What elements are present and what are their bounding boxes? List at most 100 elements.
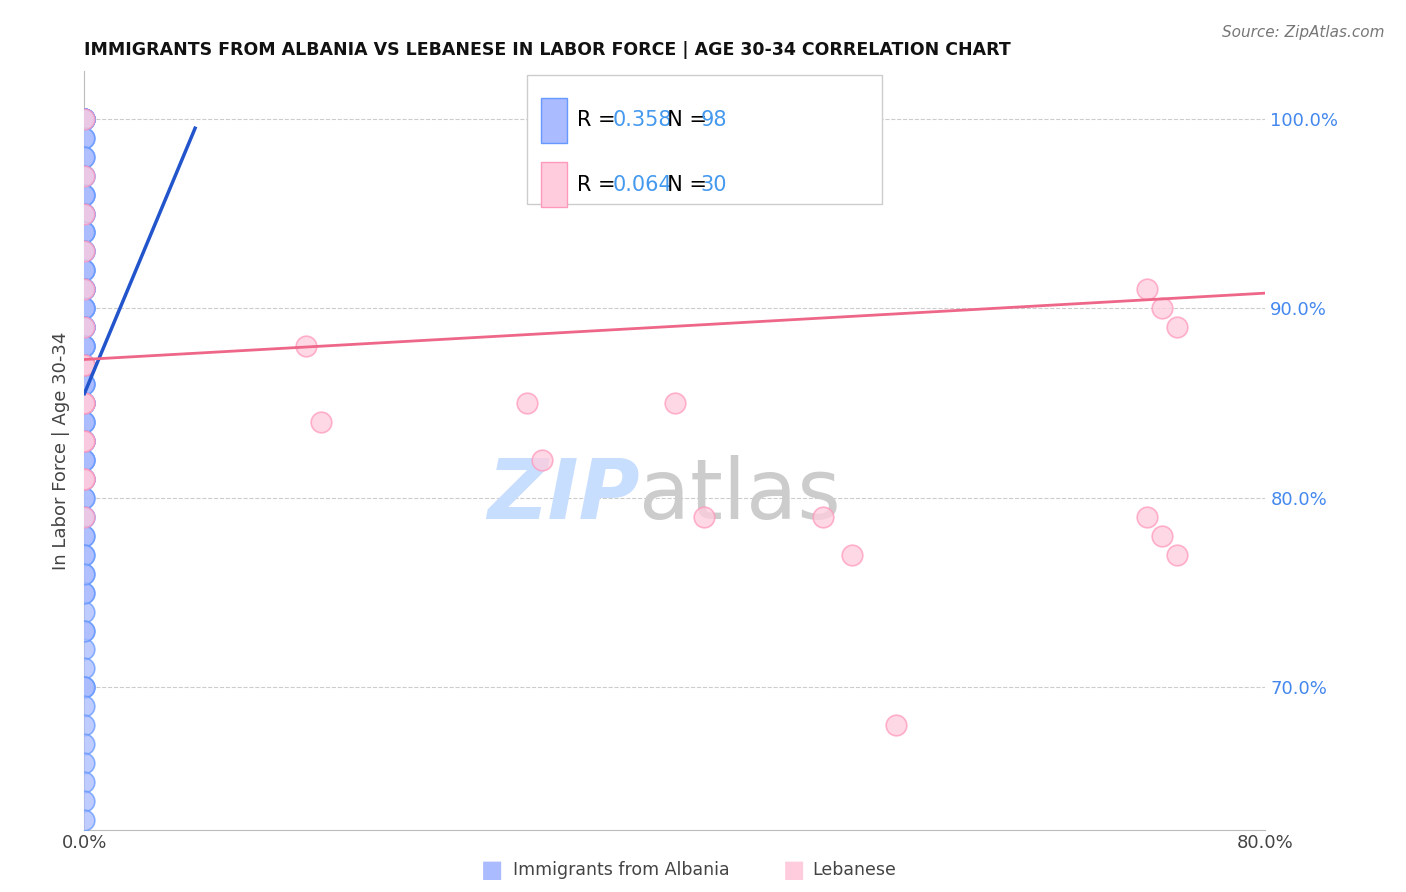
Point <box>73 169 96 183</box>
Point <box>73 112 96 126</box>
Point <box>73 244 96 259</box>
Text: N =: N = <box>654 111 713 130</box>
Point <box>73 377 96 392</box>
Point <box>73 453 96 467</box>
Point <box>73 453 96 467</box>
Point <box>73 491 96 505</box>
Point <box>841 548 863 562</box>
Point <box>73 756 96 771</box>
Point <box>73 301 96 316</box>
Point <box>73 681 96 695</box>
Point <box>73 377 96 392</box>
Point <box>73 187 96 202</box>
Point <box>73 737 96 751</box>
Point <box>73 282 96 296</box>
Point <box>73 434 96 448</box>
Point <box>73 585 96 599</box>
Point <box>73 169 96 183</box>
Point <box>73 605 96 619</box>
Text: 98: 98 <box>700 111 727 130</box>
Point <box>664 396 686 410</box>
Point <box>73 681 96 695</box>
Point <box>73 282 96 296</box>
Point <box>73 282 96 296</box>
Point <box>811 509 834 524</box>
Text: atlas: atlas <box>640 456 841 536</box>
Point <box>73 206 96 220</box>
Point <box>73 339 96 353</box>
Point <box>73 282 96 296</box>
Point <box>73 244 96 259</box>
Point <box>73 718 96 732</box>
Point <box>73 699 96 714</box>
Point <box>73 377 96 392</box>
Point <box>73 112 96 126</box>
Text: ■: ■ <box>783 858 806 881</box>
Point <box>73 491 96 505</box>
Point <box>73 244 96 259</box>
Point <box>73 472 96 486</box>
FancyBboxPatch shape <box>527 75 882 204</box>
Text: R =: R = <box>576 111 621 130</box>
Point <box>73 624 96 638</box>
Point <box>73 529 96 543</box>
Point <box>73 150 96 164</box>
Point <box>73 358 96 372</box>
Point <box>73 320 96 334</box>
Point <box>73 509 96 524</box>
FancyBboxPatch shape <box>541 98 568 143</box>
Point <box>73 396 96 410</box>
Point <box>73 529 96 543</box>
Text: IMMIGRANTS FROM ALBANIA VS LEBANESE IN LABOR FORCE | AGE 30-34 CORRELATION CHART: IMMIGRANTS FROM ALBANIA VS LEBANESE IN L… <box>84 41 1011 59</box>
Point <box>73 434 96 448</box>
Text: Immigrants from Albania: Immigrants from Albania <box>513 861 730 879</box>
Point <box>73 548 96 562</box>
Point <box>73 150 96 164</box>
Point <box>73 320 96 334</box>
Text: 30: 30 <box>700 175 727 194</box>
Point <box>73 112 96 126</box>
Point <box>73 794 96 808</box>
Point <box>73 263 96 277</box>
Text: Lebanese: Lebanese <box>813 861 897 879</box>
Point <box>73 206 96 220</box>
Point <box>693 509 716 524</box>
Point <box>73 415 96 429</box>
Point <box>73 624 96 638</box>
Point <box>73 244 96 259</box>
Point <box>73 358 96 372</box>
Point <box>73 226 96 240</box>
Point <box>73 169 96 183</box>
Point <box>1150 301 1173 316</box>
Point <box>73 130 96 145</box>
Point <box>73 396 96 410</box>
Point <box>73 339 96 353</box>
Text: N =: N = <box>654 175 713 194</box>
Point <box>73 472 96 486</box>
Point <box>73 396 96 410</box>
Point <box>73 472 96 486</box>
Point <box>73 358 96 372</box>
Point <box>73 358 96 372</box>
Point <box>73 206 96 220</box>
Point <box>886 718 908 732</box>
Point <box>73 566 96 581</box>
Point <box>73 681 96 695</box>
Point <box>73 320 96 334</box>
Point <box>73 415 96 429</box>
Point <box>73 434 96 448</box>
Point <box>73 263 96 277</box>
Point <box>73 566 96 581</box>
Point <box>1166 548 1188 562</box>
Point <box>73 301 96 316</box>
Point <box>73 187 96 202</box>
Point <box>73 112 96 126</box>
Point <box>73 775 96 789</box>
Point <box>531 453 554 467</box>
Point <box>1136 282 1159 296</box>
Point <box>73 301 96 316</box>
Point <box>73 396 96 410</box>
Point <box>73 415 96 429</box>
Point <box>73 226 96 240</box>
Point <box>73 112 96 126</box>
